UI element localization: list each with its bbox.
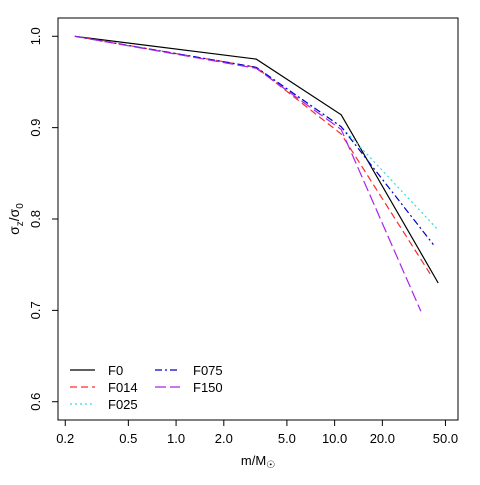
series-line-f150	[74, 35, 422, 312]
x-tick-label: 50.0	[433, 431, 458, 446]
x-tick-label: 5.0	[278, 431, 296, 446]
series-line-f0	[74, 35, 439, 284]
plot-frame	[57, 17, 459, 421]
legend-label-f075: F075	[193, 363, 223, 378]
x-axis-label: m/M☉	[241, 453, 275, 471]
x-tick-label: 1.0	[167, 431, 185, 446]
y-tick-label: 0.9	[28, 119, 43, 137]
x-tick-label: 0.2	[56, 431, 74, 446]
series-layer	[74, 35, 439, 312]
x-tick-label: 2.0	[215, 431, 233, 446]
y-tick-label: 1.0	[28, 27, 43, 45]
y-axis-label: σz/σ0	[6, 203, 26, 235]
x-tick-label: 0.5	[119, 431, 137, 446]
series-line-f014	[74, 35, 431, 275]
legend-label-f0: F0	[108, 363, 123, 378]
legend-label-f150: F150	[193, 380, 223, 395]
y-tick-label: 0.8	[28, 210, 43, 228]
x-tick-label: 20.0	[370, 431, 395, 446]
legend-label-f014: F014	[108, 380, 138, 395]
ticks-layer: 0.2 0.5 1.0 2.0 5.0 10.0 20.0 50.0 0.6 0.7 0.8 0.9 1…	[28, 27, 458, 446]
y-tick-label: 0.6	[28, 393, 43, 411]
x-tick-label: 10.0	[322, 431, 347, 446]
y-tick-label: 0.7	[28, 301, 43, 319]
legend: F0 F014 F025 F075 F150	[70, 363, 223, 412]
series-line-f025	[74, 35, 439, 231]
legend-label-f025: F025	[108, 397, 138, 412]
